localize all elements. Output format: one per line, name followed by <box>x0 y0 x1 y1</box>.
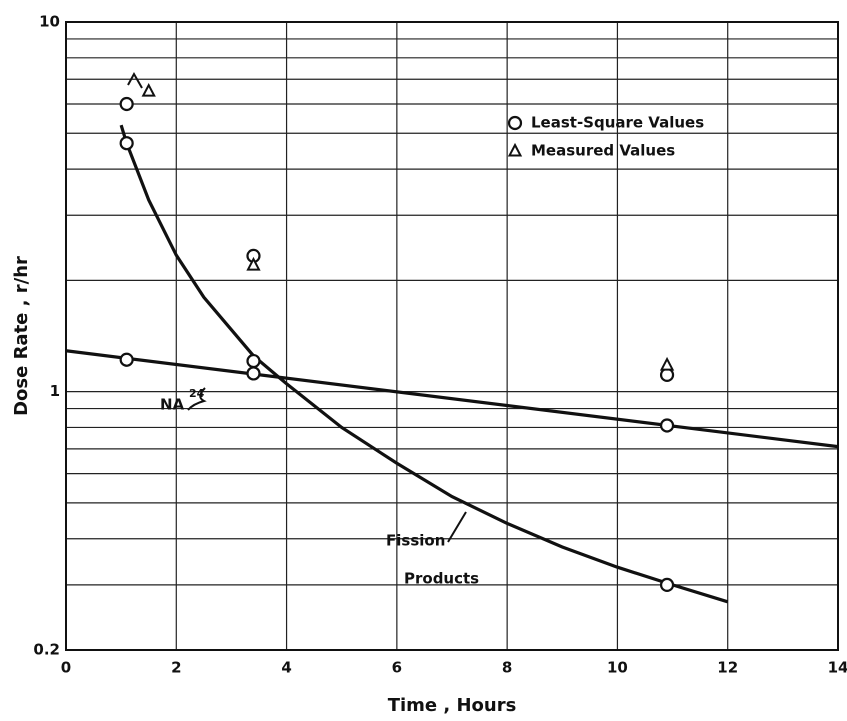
plot-frame <box>65 21 839 651</box>
annotation: NA <box>160 396 185 414</box>
legend-marker <box>507 115 523 131</box>
x-tick-label: 14 <box>828 659 847 677</box>
point <box>119 136 134 151</box>
legend-label: Measured Values <box>531 142 675 160</box>
point <box>659 367 675 382</box>
y-tick-label: 0.2 <box>33 641 60 659</box>
point <box>659 418 675 433</box>
x-tick-label: 2 <box>171 659 181 677</box>
leader <box>127 71 143 89</box>
point <box>119 352 134 367</box>
point <box>659 356 675 371</box>
point <box>246 353 261 369</box>
leader <box>187 387 207 411</box>
x-tick-label: 10 <box>607 659 628 677</box>
x-tick-label: 0 <box>61 659 71 677</box>
x-axis-title: Time , Hours <box>388 695 517 716</box>
point <box>659 577 675 593</box>
legend-label: Least-Square Values <box>531 114 704 132</box>
x-tick-label: 6 <box>392 659 402 677</box>
y-tick-label: 10 <box>39 13 60 31</box>
point <box>246 256 261 271</box>
x-tick-label: 4 <box>281 659 291 677</box>
annotation: Products <box>404 570 479 588</box>
y-axis-title: Dose Rate , r/hr <box>11 256 32 416</box>
curve <box>65 349 839 449</box>
point <box>141 82 156 97</box>
point <box>246 366 261 381</box>
curve <box>119 124 729 604</box>
x-tick-label: 8 <box>502 659 512 677</box>
annotation-sup: 24 <box>189 387 205 400</box>
y-tick-label: 1 <box>50 382 60 400</box>
leader <box>447 511 467 543</box>
point <box>119 96 134 112</box>
annotation: Fission <box>386 532 445 550</box>
legend-marker <box>507 142 523 157</box>
x-tick-label: 12 <box>717 659 738 677</box>
